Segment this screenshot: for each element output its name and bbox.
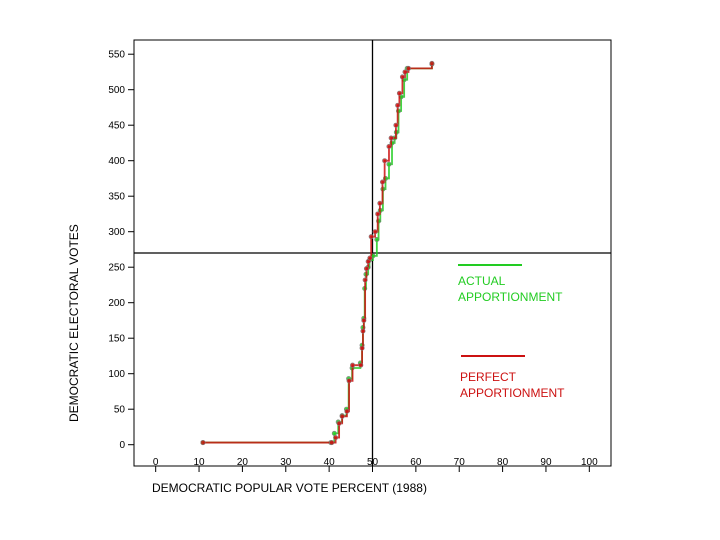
x-tick-label: 90 — [540, 457, 552, 468]
data-point — [388, 135, 394, 141]
x-tick-label: 30 — [280, 457, 292, 468]
data-point — [363, 266, 369, 272]
legend-label-perfect-line2: APPORTIONMENT — [460, 386, 565, 400]
data-point — [386, 161, 392, 167]
data-point — [386, 144, 392, 150]
data-point — [368, 234, 374, 240]
y-axis-title: DEMOCRATIC ELECTORAL VOTES — [67, 224, 81, 422]
data-point — [377, 200, 383, 206]
y-tick-label: 450 — [108, 121, 125, 132]
legend-label-actual-line2: APPORTIONMENT — [458, 290, 563, 304]
data-point — [374, 237, 380, 243]
x-tick-label: 60 — [410, 457, 422, 468]
data-point — [200, 440, 206, 446]
data-point — [429, 60, 435, 66]
y-tick-label: 350 — [108, 192, 125, 203]
data-point — [361, 317, 367, 323]
y-tick-label: 200 — [108, 298, 125, 309]
legend-label-actual-line1: ACTUAL — [458, 274, 506, 288]
x-tick-label: 0 — [153, 457, 159, 468]
y-tick-label: 400 — [108, 156, 125, 167]
data-point — [393, 122, 399, 128]
legend: ACTUAL APPORTIONMENT PERFECT APPORTIONME… — [458, 264, 565, 400]
data-point — [350, 362, 356, 368]
y-tick-label: 100 — [108, 369, 125, 380]
x-tick-label: 100 — [581, 457, 598, 468]
data-point — [375, 211, 381, 217]
data-point — [346, 378, 352, 384]
data-point — [359, 345, 365, 351]
data-point — [405, 65, 411, 71]
data-point — [339, 413, 345, 419]
y-tick-label: 0 — [119, 440, 125, 451]
x-tick-label: 50 — [367, 457, 379, 468]
data-point — [399, 74, 405, 80]
data-point — [344, 408, 350, 414]
x-tick-label: 10 — [193, 457, 205, 468]
data-point — [336, 420, 342, 426]
plot-area — [134, 40, 611, 466]
data-point — [367, 255, 373, 261]
data-point — [395, 102, 401, 108]
y-tick-label: 250 — [108, 263, 125, 274]
x-tick-label: 40 — [324, 457, 336, 468]
data-point — [333, 435, 339, 441]
data-point — [360, 328, 366, 334]
axis-ticks: 0 10 20 30 40 50 60 70 80 90 100 0 50 100 150 200 250 300… — [108, 50, 598, 472]
y-tick-label: 300 — [108, 227, 125, 238]
data-point — [329, 440, 335, 446]
x-axis-title: DEMOCRATIC POPULAR VOTE PERCENT (1988) — [152, 481, 427, 495]
y-tick-label: 50 — [114, 405, 126, 416]
data-point — [331, 430, 337, 436]
data-point — [402, 69, 408, 75]
data-point — [396, 90, 402, 96]
x-tick-label: 80 — [497, 457, 509, 468]
data-point — [379, 179, 385, 185]
y-tick-label: 550 — [108, 50, 125, 61]
x-tick-label: 20 — [237, 457, 249, 468]
y-tick-label: 500 — [108, 85, 125, 96]
x-tick-label: 70 — [454, 457, 466, 468]
data-point — [382, 158, 388, 164]
data-point — [362, 277, 368, 283]
y-tick-label: 150 — [108, 334, 125, 345]
legend-label-perfect-line1: PERFECT — [460, 370, 517, 384]
data-point — [372, 229, 378, 235]
data-point — [358, 362, 364, 368]
